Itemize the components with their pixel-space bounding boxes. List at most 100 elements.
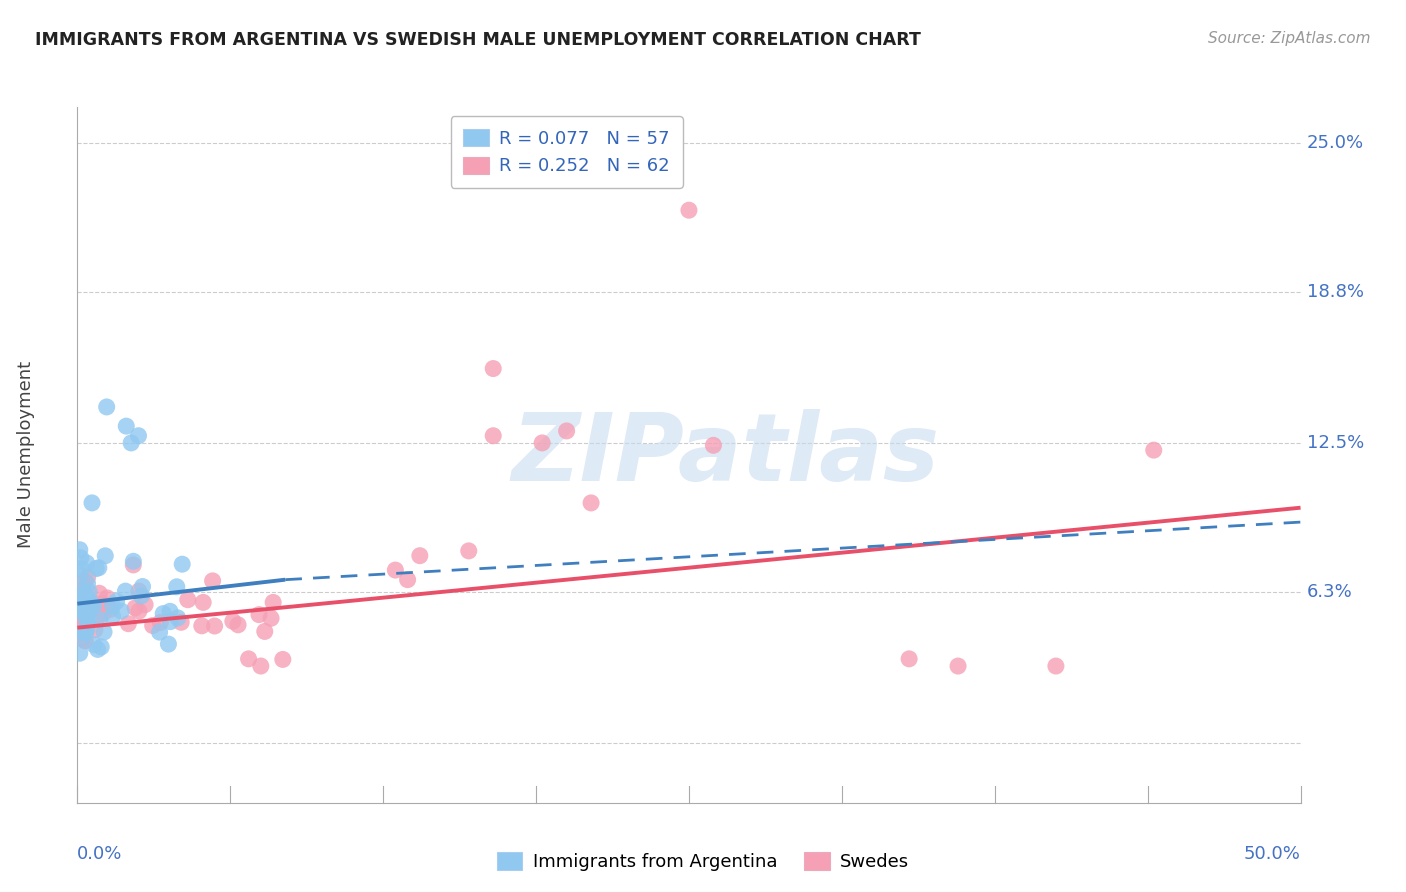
Point	[70, 610, 93, 624]
Point	[84, 561, 107, 575]
Point	[83, 599, 105, 613]
Point	[70, 550, 93, 565]
Point	[73, 625, 96, 640]
Point	[101, 599, 124, 613]
Point	[114, 584, 136, 599]
Legend: Immigrants from Argentina, Swedes: Immigrants from Argentina, Swedes	[489, 846, 917, 879]
Point	[247, 607, 270, 622]
Point	[77, 605, 100, 619]
Point	[110, 604, 132, 618]
Text: 25.0%: 25.0%	[1306, 134, 1364, 152]
Point	[72, 624, 94, 639]
Point	[396, 573, 419, 587]
Point	[77, 584, 100, 599]
Point	[89, 586, 111, 600]
Point	[222, 614, 245, 628]
Point	[482, 428, 505, 442]
Point	[149, 615, 172, 630]
Point	[166, 611, 188, 625]
Point	[69, 591, 91, 605]
Point	[191, 619, 214, 633]
Point	[702, 438, 724, 452]
Point	[482, 361, 505, 376]
Text: 18.8%: 18.8%	[1306, 283, 1364, 301]
Point	[69, 542, 91, 557]
Point	[101, 609, 124, 624]
Point	[80, 599, 103, 614]
Point	[157, 637, 180, 651]
Point	[226, 617, 249, 632]
Point	[69, 598, 91, 612]
Point	[77, 606, 100, 620]
Point	[79, 594, 101, 608]
Point	[271, 652, 294, 666]
Point	[120, 436, 142, 450]
Point	[75, 591, 97, 605]
Text: 6.3%: 6.3%	[1306, 582, 1353, 600]
Point	[260, 611, 283, 625]
Point	[89, 613, 111, 627]
Point	[69, 646, 91, 660]
Point	[250, 659, 273, 673]
Point	[69, 591, 91, 605]
Point	[134, 598, 156, 612]
Point	[159, 615, 181, 629]
Text: 0.0%: 0.0%	[77, 845, 122, 863]
Point	[91, 597, 114, 611]
Point	[69, 601, 91, 615]
Point	[457, 544, 479, 558]
Point	[70, 631, 93, 645]
Point	[579, 496, 602, 510]
Point	[152, 607, 174, 621]
Point	[76, 615, 98, 629]
Point	[946, 659, 969, 673]
Point	[72, 603, 94, 617]
Text: Source: ZipAtlas.com: Source: ZipAtlas.com	[1208, 31, 1371, 46]
Point	[142, 618, 165, 632]
Point	[90, 640, 112, 654]
Point	[69, 568, 91, 582]
Point	[115, 419, 138, 434]
Point	[82, 596, 104, 610]
Point	[253, 624, 276, 639]
Point	[72, 591, 94, 605]
Text: 12.5%: 12.5%	[1306, 434, 1364, 452]
Point	[898, 652, 921, 666]
Point	[86, 611, 108, 625]
Point	[170, 615, 193, 630]
Point	[238, 652, 260, 666]
Point	[73, 633, 96, 648]
Point	[105, 594, 128, 608]
Point	[72, 582, 94, 597]
Point	[75, 633, 97, 648]
Point	[172, 558, 194, 572]
Text: 50.0%: 50.0%	[1244, 845, 1301, 863]
Point	[96, 400, 118, 414]
Point	[131, 580, 153, 594]
Point	[80, 496, 103, 510]
Point	[531, 436, 554, 450]
Point	[555, 424, 578, 438]
Point	[69, 606, 91, 620]
Point	[93, 624, 115, 639]
Point	[76, 576, 98, 591]
Legend: R = 0.077   N = 57, R = 0.252   N = 62: R = 0.077 N = 57, R = 0.252 N = 62	[450, 116, 683, 188]
Point	[83, 638, 105, 652]
Text: ZIPatlas: ZIPatlas	[512, 409, 939, 501]
Point	[124, 601, 146, 615]
Point	[204, 619, 226, 633]
Point	[1045, 659, 1067, 673]
Point	[70, 614, 93, 628]
Point	[128, 604, 150, 618]
Point	[191, 595, 214, 609]
Text: Male Unemployment: Male Unemployment	[17, 361, 35, 549]
Point	[159, 604, 181, 618]
Point	[100, 602, 122, 616]
Point	[76, 622, 98, 636]
Point	[70, 582, 93, 597]
Point	[76, 556, 98, 570]
Point	[129, 589, 152, 603]
Point	[127, 428, 149, 442]
Point	[69, 608, 91, 623]
Point	[166, 580, 188, 594]
